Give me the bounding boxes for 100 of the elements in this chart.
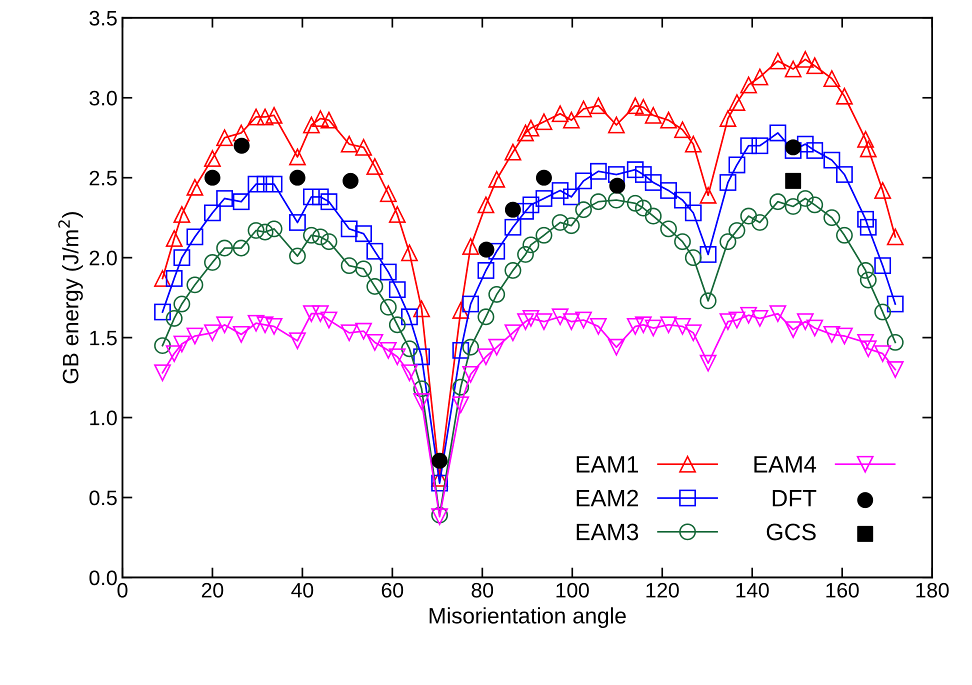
point xyxy=(874,304,892,320)
point xyxy=(536,113,552,130)
point xyxy=(355,225,372,242)
point xyxy=(289,332,306,350)
point xyxy=(256,316,274,334)
point xyxy=(312,228,329,246)
point xyxy=(575,201,592,218)
point xyxy=(728,222,746,239)
point xyxy=(552,105,569,122)
point xyxy=(590,318,607,335)
point xyxy=(488,286,506,303)
point xyxy=(462,366,480,383)
point xyxy=(266,106,282,124)
point xyxy=(256,176,274,193)
point xyxy=(478,308,494,326)
point xyxy=(562,188,580,206)
point xyxy=(836,226,853,244)
point xyxy=(700,246,717,263)
point xyxy=(684,249,702,266)
point xyxy=(462,338,480,356)
point xyxy=(784,60,802,78)
point xyxy=(248,108,264,126)
legend-label: DFT xyxy=(772,490,816,506)
point xyxy=(536,190,552,207)
point xyxy=(504,218,522,236)
point xyxy=(522,310,540,327)
point xyxy=(166,345,183,362)
point xyxy=(478,196,494,214)
point xyxy=(626,318,644,335)
point xyxy=(684,204,702,222)
point xyxy=(204,204,221,222)
point xyxy=(608,166,625,183)
point xyxy=(452,378,470,396)
point xyxy=(806,142,824,159)
point xyxy=(857,262,874,279)
point xyxy=(266,318,282,335)
legend-label: EAM3 xyxy=(576,524,638,540)
point xyxy=(796,190,814,207)
point xyxy=(478,262,494,279)
point xyxy=(186,328,204,344)
point xyxy=(366,158,384,175)
point xyxy=(234,138,250,154)
point xyxy=(366,242,384,260)
point xyxy=(173,296,190,312)
point xyxy=(644,208,662,224)
point xyxy=(355,260,372,278)
x-tick-label: 120 xyxy=(646,582,679,598)
point xyxy=(836,328,853,344)
point xyxy=(552,308,569,326)
point xyxy=(684,136,702,153)
y-tick-label: 1.5 xyxy=(90,330,117,346)
point xyxy=(340,220,358,238)
point xyxy=(785,172,802,189)
point xyxy=(590,162,607,180)
point xyxy=(289,170,306,186)
point xyxy=(380,342,397,359)
point xyxy=(413,380,430,398)
legend-label: EAM2 xyxy=(576,490,638,506)
point xyxy=(413,300,430,318)
point xyxy=(562,112,580,129)
point xyxy=(488,170,506,188)
point xyxy=(857,210,874,228)
point xyxy=(204,324,221,342)
point xyxy=(517,313,534,330)
point xyxy=(860,272,877,288)
point xyxy=(248,176,264,193)
point xyxy=(823,152,840,169)
point xyxy=(517,202,534,220)
point xyxy=(478,242,494,258)
point xyxy=(462,296,480,312)
point xyxy=(522,196,540,214)
point xyxy=(232,124,250,142)
point xyxy=(431,474,448,492)
point xyxy=(644,174,662,191)
point xyxy=(340,257,358,274)
point xyxy=(388,348,406,366)
point xyxy=(634,166,652,183)
point xyxy=(312,188,329,206)
point xyxy=(836,88,853,105)
point xyxy=(388,281,406,298)
point xyxy=(823,326,840,343)
point xyxy=(320,312,338,328)
point xyxy=(536,170,552,186)
point xyxy=(216,190,233,207)
point xyxy=(626,194,644,212)
point xyxy=(806,57,824,74)
point xyxy=(289,248,306,264)
point xyxy=(660,112,677,129)
point xyxy=(366,278,384,295)
point xyxy=(552,182,569,199)
point xyxy=(380,185,397,202)
point xyxy=(504,144,522,161)
point xyxy=(340,324,358,342)
point xyxy=(232,326,250,343)
point xyxy=(720,233,736,250)
point xyxy=(312,305,329,322)
point xyxy=(886,228,904,246)
point xyxy=(720,110,736,127)
point xyxy=(536,313,552,330)
point xyxy=(562,313,580,330)
